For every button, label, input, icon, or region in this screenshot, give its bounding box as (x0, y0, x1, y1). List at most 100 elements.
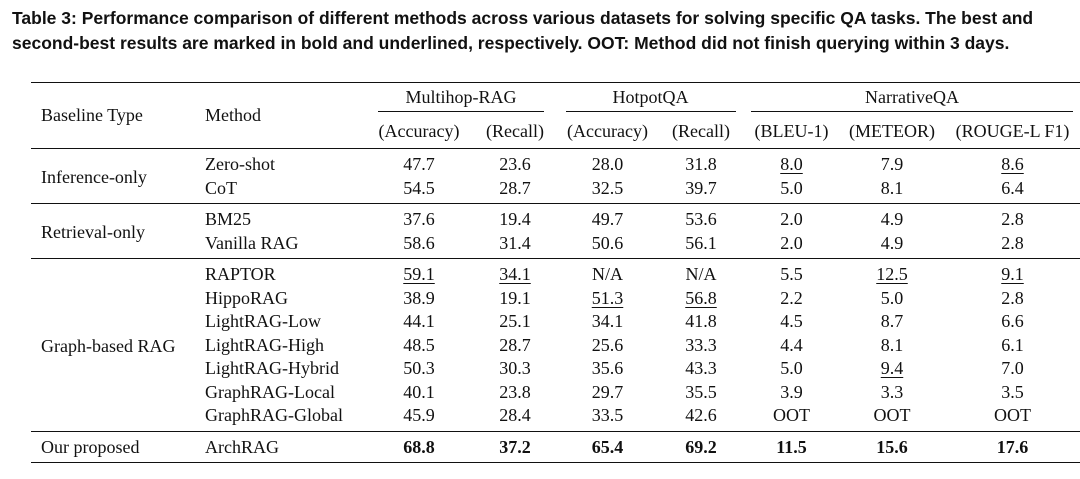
method-cell: BM25 (205, 209, 252, 229)
value-text: 56.1 (685, 232, 717, 253)
value-cell: 7.9 (839, 149, 945, 177)
value-text: 50.3 (403, 358, 435, 378)
table-row: GraphRAG-Local 40.1 23.8 29.7 35.5 3.9 3.3 3.5 (31, 381, 1080, 405)
value-cell: 47.7 (365, 149, 473, 177)
table-row: LightRAG-Hybrid 50.3 30.3 35.6 43.3 5.0 9.4 7.0 (31, 357, 1080, 381)
value-text: 8.6 (1001, 154, 1024, 174)
value-cell: 2.0 (744, 204, 839, 232)
header-dataset-hotpotqa: HotpotQA (557, 83, 744, 116)
header-dataset-narrativeqa: NarrativeQA (744, 83, 1080, 116)
value-text: 25.1 (499, 311, 531, 331)
value-cell: 6.6 (945, 310, 1080, 334)
value-text: 35.6 (591, 358, 624, 378)
value-cell: 15.6 (839, 431, 945, 463)
value-cell: 34.1 (473, 259, 557, 287)
value-cell: 38.9 (365, 287, 473, 311)
value-text: 68.8 (403, 436, 435, 457)
value-text: OOT (773, 405, 810, 425)
value-text: 8.1 (880, 334, 904, 355)
value-cell: 19.4 (473, 204, 557, 232)
dataset-underline (565, 110, 736, 112)
value-text: 50.6 (591, 232, 624, 253)
value-cell: 8.6 (945, 149, 1080, 177)
value-cell: 2.8 (945, 204, 1080, 232)
value-cell: 3.9 (744, 381, 839, 405)
baseline-type-cell: Inference-only (41, 167, 147, 188)
value-text: 2.8 (1001, 232, 1024, 253)
value-cell: 37.6 (365, 204, 473, 232)
value-text: 5.0 (780, 177, 803, 198)
value-text: OOT (994, 405, 1031, 425)
value-cell: 9.4 (839, 357, 945, 381)
value-text: 2.2 (780, 287, 803, 308)
header-row-metrics: (Accuracy) (Recall) (Accuracy) (Recall) … (31, 115, 1080, 149)
value-text: 7.9 (880, 154, 904, 174)
value-cell: 68.8 (365, 431, 473, 463)
value-text: 47.7 (403, 154, 435, 174)
dataset-name: Multihop-RAG (405, 86, 517, 107)
value-text: 56.8 (685, 287, 717, 308)
value-text: 31.4 (499, 232, 531, 253)
value-text: 41.8 (685, 311, 717, 331)
value-cell: 48.5 (365, 334, 473, 358)
value-cell: 2.8 (945, 232, 1080, 259)
value-text: N/A (592, 264, 623, 284)
value-cell: 6.1 (945, 334, 1080, 358)
value-text: 9.1 (1001, 264, 1024, 284)
value-cell: 59.1 (365, 259, 473, 287)
value-cell: 29.7 (557, 381, 658, 405)
value-text: 33.3 (685, 334, 717, 355)
value-cell: 31.8 (658, 149, 744, 177)
value-cell: 5.0 (744, 357, 839, 381)
method-cell: LightRAG-High (205, 334, 324, 355)
value-text: 69.2 (685, 436, 717, 457)
metric-header: (BLEU-1) (754, 121, 829, 141)
value-cell: 39.7 (658, 177, 744, 204)
value-cell: 30.3 (473, 357, 557, 381)
value-text: 4.4 (780, 334, 803, 355)
value-text: 37.2 (499, 436, 531, 457)
value-cell: 25.1 (473, 310, 557, 334)
metric-header: (Accuracy) (567, 121, 648, 141)
value-text: 4.5 (780, 311, 803, 331)
metric-header: (METEOR) (849, 121, 935, 141)
value-text: 9.4 (880, 358, 904, 378)
value-text: 6.4 (1001, 177, 1024, 198)
value-cell: 2.8 (945, 287, 1080, 311)
dataset-underline (378, 110, 544, 112)
value-text: 30.3 (499, 358, 531, 378)
value-text: 42.6 (685, 405, 717, 425)
value-text: 28.7 (499, 334, 531, 355)
value-cell: 8.7 (839, 310, 945, 334)
value-cell: 28.7 (473, 177, 557, 204)
table-row: Our proposed ArchRAG 68.8 37.2 65.4 69.2 11.5 1… (31, 431, 1080, 463)
value-cell: 37.2 (473, 431, 557, 463)
value-cell: 8.1 (839, 177, 945, 204)
value-text: 8.1 (880, 177, 904, 198)
caption-line-2: second-best results are marked in bold a… (12, 33, 1010, 53)
value-cell: 34.1 (557, 310, 658, 334)
header-row-datasets: Baseline Type Method Multihop-RAG Hotpot… (31, 82, 1080, 125)
table-row: Retrieval-only BM25 37.6 19.4 49.7 53.6 2.0 4.9… (31, 203, 1080, 242)
value-text: 4.9 (880, 232, 904, 253)
header-method: Method (205, 105, 261, 125)
header-dataset-multihop: Multihop-RAG (365, 83, 557, 116)
value-text: 3.3 (880, 381, 904, 402)
value-text: 11.5 (776, 436, 807, 457)
value-cell: 51.3 (557, 287, 658, 311)
value-cell: 50.3 (365, 357, 473, 381)
value-text: N/A (685, 264, 717, 284)
value-text: 28.7 (499, 177, 531, 198)
dataset-underline (751, 110, 1073, 112)
value-text: 23.8 (499, 381, 531, 402)
method-cell: GraphRAG-Global (205, 405, 343, 425)
value-cell: 4.9 (839, 204, 945, 232)
value-cell: 5.0 (744, 177, 839, 204)
value-cell: 8.0 (744, 149, 839, 177)
table-row: HippoRAG 38.9 19.1 51.3 56.8 2.2 5.0 2.8 (31, 287, 1080, 311)
value-text: 48.5 (403, 334, 435, 355)
value-cell: 40.1 (365, 381, 473, 405)
method-cell: Vanilla RAG (205, 232, 299, 253)
value-cell: 4.4 (744, 334, 839, 358)
value-text: 17.6 (996, 436, 1029, 457)
